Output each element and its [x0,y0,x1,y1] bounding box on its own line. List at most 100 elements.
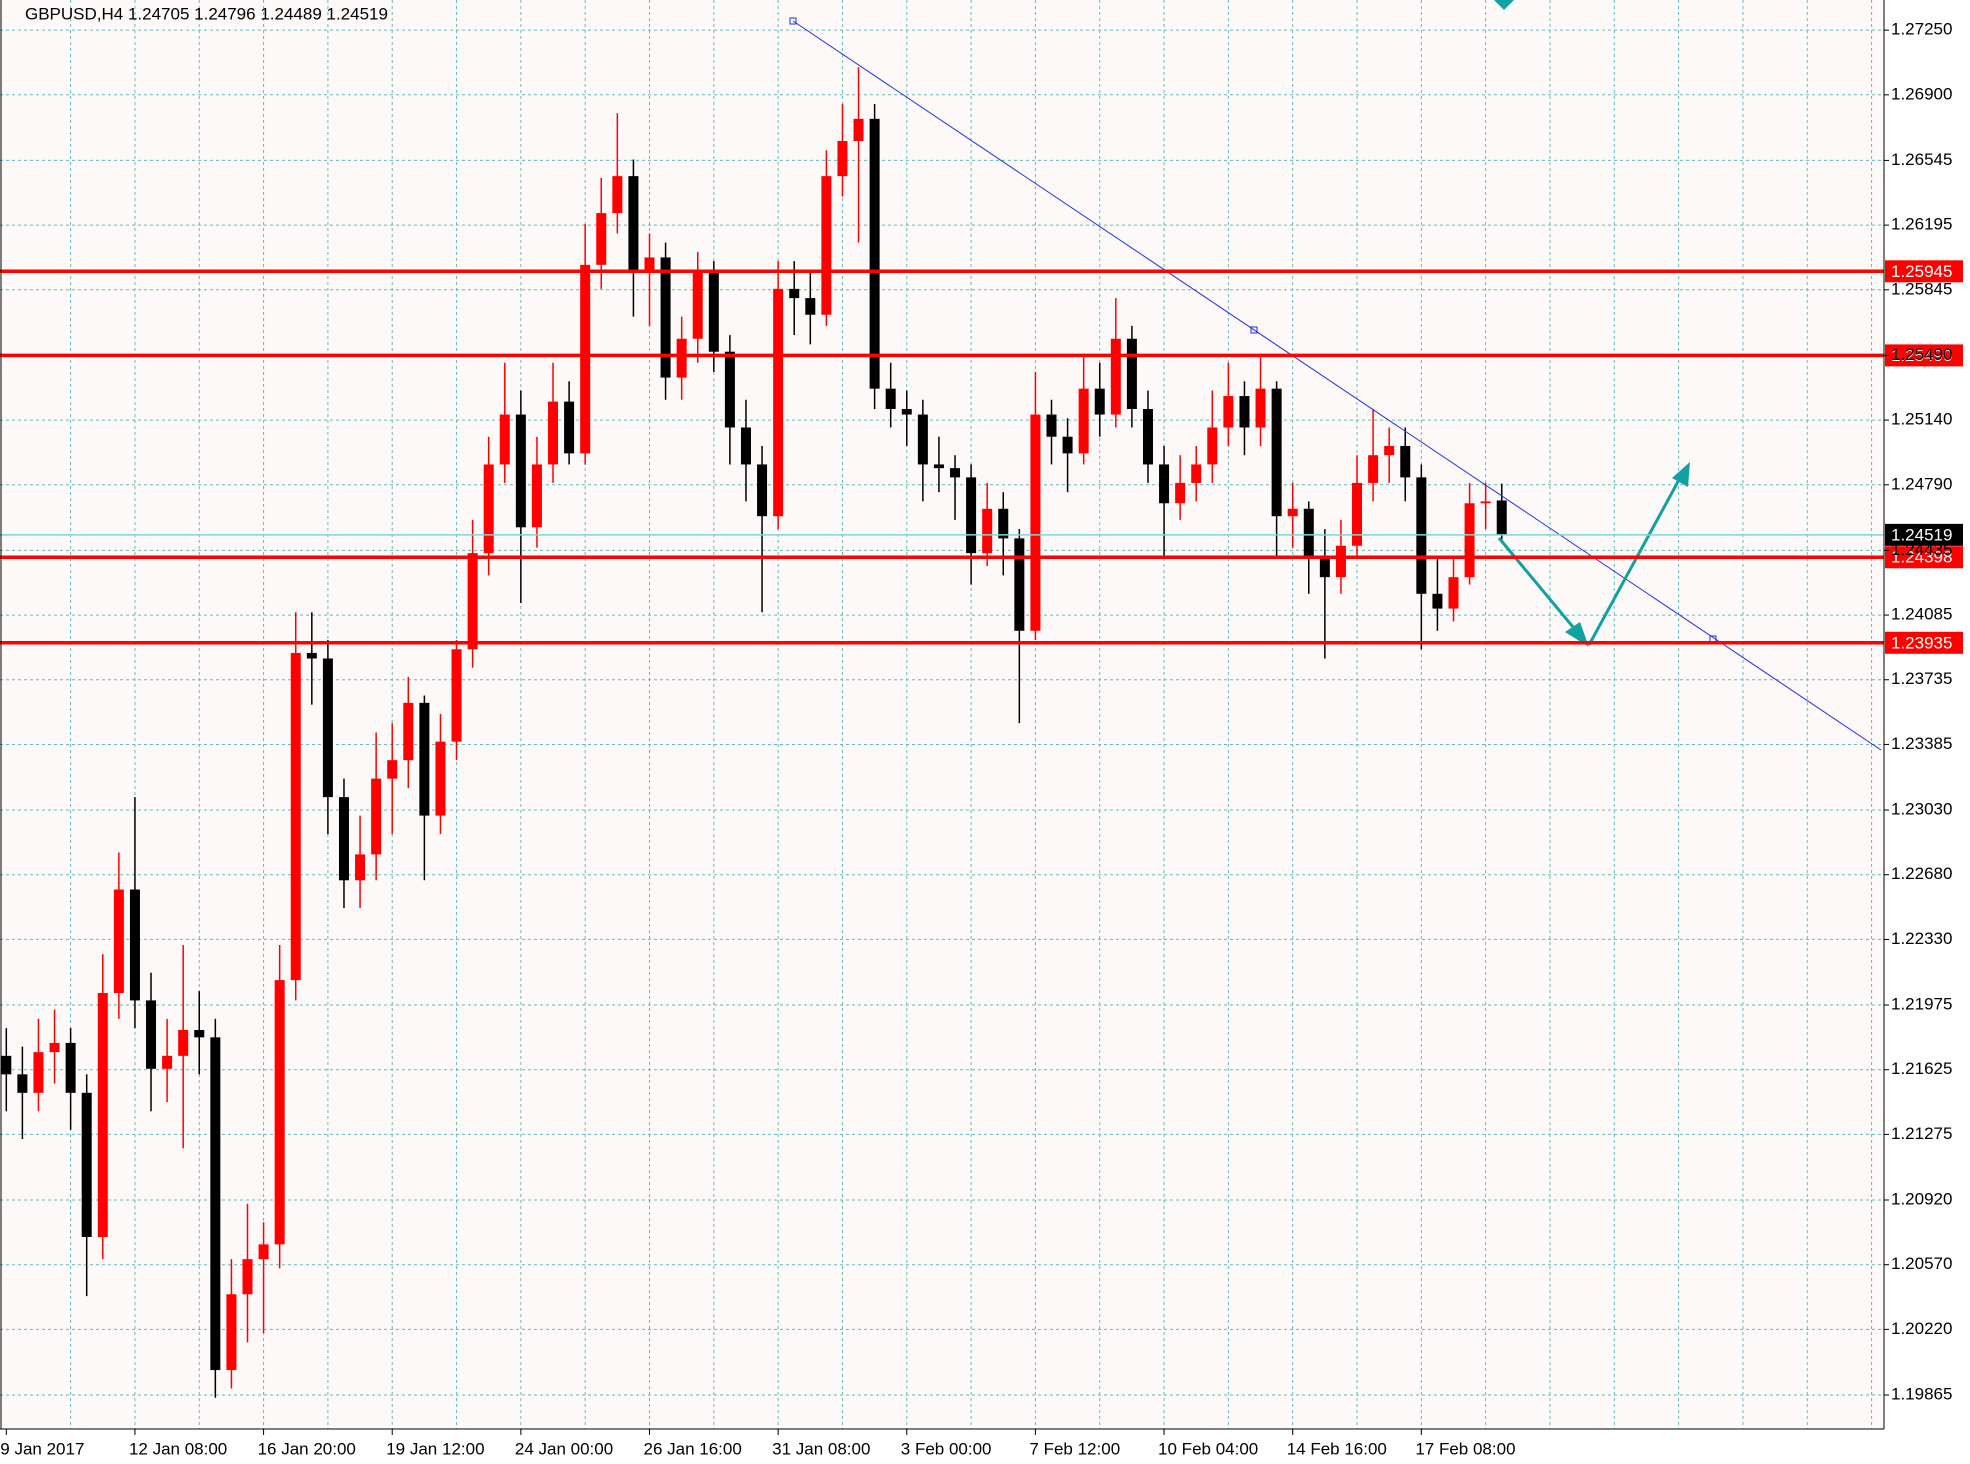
candle-body [548,401,559,465]
candle-body [1368,455,1379,483]
drawings [789,0,1882,751]
candle-body [1062,436,1073,454]
candle-body [885,388,896,409]
current-price-box [1885,523,1963,546]
x-tick-label: 14 Feb 16:00 [1287,1439,1387,1458]
y-tick-label: 1.23385 [1891,734,1952,753]
trend-line [792,20,1882,751]
y-tick-label: 1.19865 [1891,1384,1952,1403]
forecast-arrow [1497,537,1580,634]
y-tick-label: 1.24790 [1891,474,1952,493]
candle-body [33,1052,44,1093]
candle-body [1271,388,1282,517]
forecast-arrow [1587,477,1682,646]
levels: 1.25945 1.25490 1.24398 1.23935 1.24519 [0,260,1963,654]
candle-body [950,468,961,478]
candle-body [773,288,784,517]
candle-body [660,257,671,378]
candle-body [933,464,944,469]
level-label-box [1885,546,1963,569]
chart-title: GBPUSD,H4 1.24705 1.24796 1.24489 1.2451… [25,4,388,23]
level-label: 1.25945 [1891,262,1952,281]
y-tick-label: 1.23030 [1891,800,1952,819]
candle-body [1303,508,1314,557]
candle-body [1352,482,1363,546]
x-tick-label: 9 Jan 2017 [0,1439,84,1458]
candle-body [612,176,623,214]
candle-body [740,427,751,465]
candle-body [451,649,462,742]
y-tick-label: 1.20570 [1891,1254,1952,1273]
candle-body [210,1037,221,1371]
y-tick-label: 1.26545 [1891,150,1952,169]
y-tick-label: 1.24085 [1891,605,1952,624]
candle-body [757,464,768,517]
y-tick-label: 1.21975 [1891,995,1952,1014]
axis-labels: 1.27250 1.26900 1.26545 1.26195 1.25845 1.254… [0,20,1952,1459]
current-price-label: 1.24519 [1891,525,1952,544]
candle-body [1191,464,1202,483]
candle-body [371,778,382,855]
candle-body [1319,556,1330,578]
candle-body [789,288,800,299]
level-label-box [1885,631,1963,654]
x-tick-label: 31 Jan 08:00 [772,1439,870,1458]
candle-body [387,760,398,779]
y-tick-label: 1.22330 [1891,929,1952,948]
level-label-box [1885,260,1963,283]
candle-body [1480,501,1491,504]
x-tick-label: 3 Feb 00:00 [901,1439,992,1458]
candle-body [692,270,703,339]
candle-body [676,338,687,378]
candle-body [419,702,430,816]
y-tick-label: 1.27250 [1891,20,1952,39]
x-tick-label: 19 Jan 12:00 [386,1439,484,1458]
candle-body [1335,545,1346,578]
candle-body [708,270,719,352]
candle-body [564,401,575,454]
y-tick-label: 1.25490 [1891,345,1952,364]
candle-body [242,1259,253,1295]
y-tick-label: 1.25845 [1891,279,1952,298]
candle-body [194,1029,205,1038]
x-tick-label: 24 Jan 00:00 [515,1439,613,1458]
x-tick-label: 16 Jan 20:00 [258,1439,356,1458]
candle-body [129,889,140,1001]
candle-body [403,702,414,761]
y-tick-label: 1.26195 [1891,215,1952,234]
candle-body [274,980,285,1245]
candle-body [1464,503,1475,578]
y-tick-label: 1.20920 [1891,1189,1952,1208]
x-tick-label: 7 Feb 12:00 [1029,1439,1120,1458]
y-tick-label: 1.22680 [1891,864,1952,883]
candle-body [1030,414,1041,631]
candle-body [1400,445,1411,478]
candle-body [178,1029,189,1056]
candle-body [81,1092,92,1237]
x-tick-label: 12 Jan 08:00 [129,1439,227,1458]
candle-body [1287,508,1298,517]
candle-body [467,553,478,650]
y-tick-label: 1.26900 [1891,84,1952,103]
candle-body [1255,388,1266,428]
candle-body [580,264,591,454]
candle-body [1046,414,1057,437]
y-tick-label: 1.21625 [1891,1059,1952,1078]
candle-body [1110,338,1121,415]
candle-body [1432,593,1443,609]
candle-body [483,464,494,554]
candle-body [355,854,366,881]
candle-body [65,1042,76,1093]
candle-body [97,993,108,1237]
y-tick-label: 1.24435 [1891,540,1952,559]
candle-body [724,351,735,428]
level-label-box [1885,344,1963,367]
candle-body [1014,538,1025,631]
plot-area [0,0,1884,1429]
x-tick-label: 26 Jan 16:00 [644,1439,742,1458]
candle-body [531,464,542,528]
candle-body [1175,482,1186,504]
candle-body [644,257,655,271]
candle-body [1078,388,1089,454]
